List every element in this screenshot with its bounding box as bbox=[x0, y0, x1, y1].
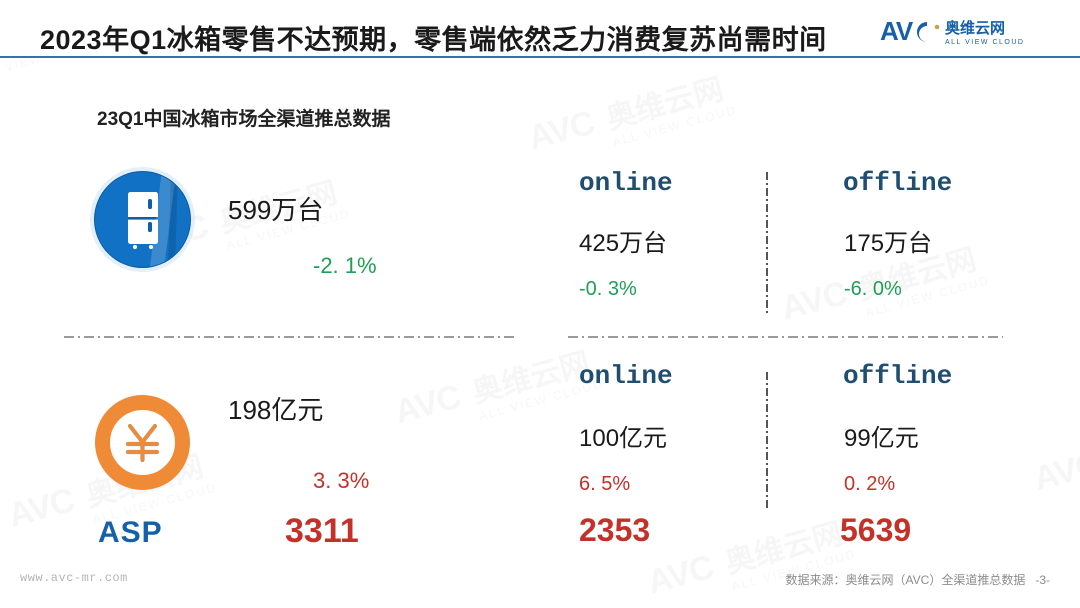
svg-text:AV: AV bbox=[880, 16, 914, 46]
svg-text:奥维云网: 奥维云网 bbox=[945, 19, 1005, 37]
svg-text:ALL VIEW CLOUD: ALL VIEW CLOUD bbox=[945, 39, 1024, 46]
